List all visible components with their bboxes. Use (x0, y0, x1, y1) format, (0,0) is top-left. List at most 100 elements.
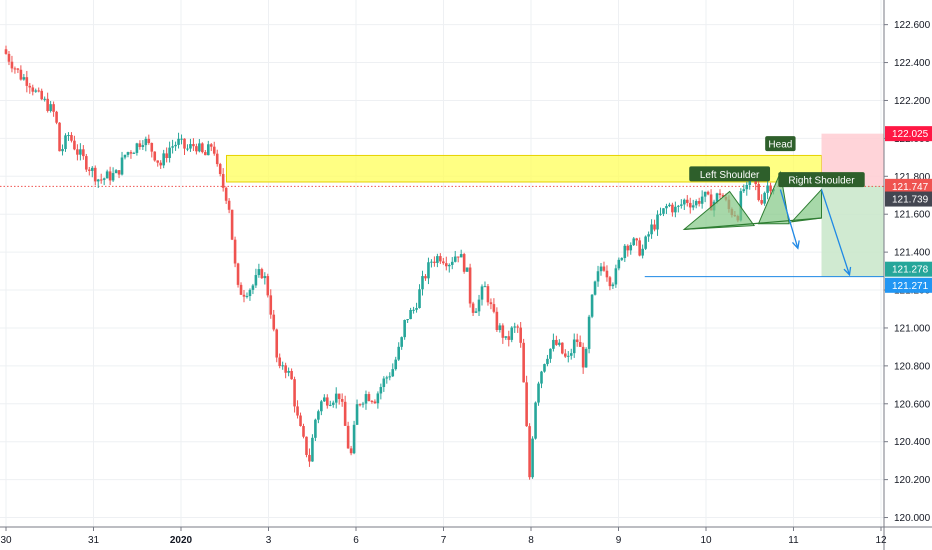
y-tick-label: 121.600 (894, 210, 931, 221)
candle-body (546, 358, 549, 365)
candle-body (605, 270, 609, 278)
price-tag-bg (885, 277, 932, 293)
price-tag-bg (885, 191, 932, 207)
price-tag-text: 121.278 (892, 265, 929, 276)
candle-body (61, 149, 64, 152)
pattern-label-bg (778, 172, 865, 188)
candle-body (459, 254, 463, 258)
candle-body (254, 275, 258, 286)
y-tick-label: 122.200 (894, 96, 931, 107)
candle-body (227, 200, 231, 210)
candle-body (251, 285, 255, 290)
candle-body (221, 174, 225, 188)
candle-body (430, 261, 433, 263)
candle-body (513, 326, 517, 328)
candle-body (680, 204, 683, 206)
price-tag: 121.271 (885, 277, 932, 293)
candle-body (284, 365, 287, 373)
y-tick-label: 120.400 (894, 437, 931, 448)
candle-body (43, 98, 46, 100)
candle-body (385, 377, 389, 379)
candle-body (522, 342, 525, 383)
candle-body (549, 348, 552, 359)
candle-body (334, 393, 338, 403)
y-tick-label: 121.800 (894, 172, 931, 183)
candle-body (245, 296, 249, 298)
candle-body (162, 153, 165, 166)
candle-body (703, 191, 707, 197)
candle-body (742, 189, 746, 192)
pattern-label-bg (689, 166, 771, 182)
candle-body (25, 77, 29, 86)
candle-body (635, 238, 638, 241)
price-tag: 122.025 (885, 126, 932, 142)
y-tick-label: 120.800 (894, 361, 931, 372)
y-tick-label: 122.600 (894, 20, 931, 31)
candle-body (471, 303, 475, 313)
candle-body (153, 151, 157, 161)
candle-body (626, 245, 630, 251)
candle-body (492, 304, 496, 312)
candle-body (415, 308, 418, 310)
candle-body (465, 267, 469, 272)
candle-body (379, 387, 383, 394)
candle-body (174, 144, 177, 147)
candle-body (102, 178, 106, 180)
candle-body (311, 437, 314, 462)
candle-body (186, 148, 189, 150)
candle-body (483, 286, 487, 288)
candle-body (314, 419, 317, 438)
candle-body (326, 397, 329, 406)
candle-body (495, 311, 499, 330)
candle-body (278, 357, 281, 367)
pattern-label: Head (765, 136, 796, 152)
candle-body (510, 327, 514, 340)
candle-body (263, 276, 267, 279)
candle-body (447, 264, 451, 267)
candle-body (19, 69, 23, 80)
head-and-shoulders-pattern: Left Shoulder Head Right Shoulder (644, 136, 884, 278)
candle-body (305, 436, 308, 455)
candle-body (561, 342, 564, 354)
x-tick-label: 7 (441, 535, 447, 546)
candle-body (617, 259, 621, 269)
candle-body (739, 191, 743, 221)
candle-body (555, 339, 558, 345)
candle-body (498, 325, 502, 330)
candle-body (439, 256, 442, 262)
price-tag-text: 121.747 (892, 182, 929, 193)
y-tick-label: 120.000 (894, 513, 931, 524)
candle-body (641, 248, 644, 256)
candle-body (31, 87, 35, 92)
right-shoulder-triangle (790, 188, 822, 223)
candle-body (76, 149, 79, 155)
candle-body (10, 61, 14, 69)
candle-body (138, 143, 142, 147)
x-tick-label: 10 (700, 535, 712, 546)
price-tag-bg (885, 261, 932, 277)
candle-body (543, 364, 546, 372)
candle-body (224, 187, 228, 201)
candle-body (611, 284, 615, 287)
candle-body (421, 276, 424, 290)
candle-body (93, 167, 97, 182)
x-tick-label: 30 (0, 535, 12, 546)
x-tick-label: 6 (353, 535, 359, 546)
candle-body (697, 201, 701, 204)
x-tick-label: 3 (266, 535, 272, 546)
candle-body (266, 276, 270, 296)
candle-body (424, 276, 427, 279)
candle-body (99, 179, 103, 181)
candle-body (757, 184, 760, 201)
candle-body (55, 111, 58, 123)
candle-body (156, 160, 160, 163)
candle-body (650, 224, 653, 235)
candle-body (123, 154, 127, 158)
candle-body (406, 319, 409, 321)
candle-body (64, 135, 67, 150)
price-tag-bg (885, 178, 932, 194)
candle-body (427, 262, 430, 279)
candle-body (349, 448, 353, 454)
